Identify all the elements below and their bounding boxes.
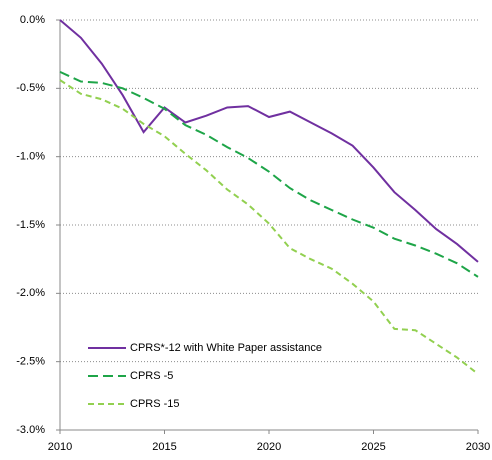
- y-tick-label: -0.5%: [16, 82, 45, 94]
- series-line: [59, 79, 479, 375]
- y-tick-label: 0.0%: [20, 14, 45, 26]
- legend-label: CPRS*-12 with White Paper assistance: [130, 342, 322, 354]
- series-line: [59, 19, 479, 263]
- y-tick-label: -1.0%: [16, 151, 45, 163]
- x-tick-label: 2010: [48, 441, 72, 453]
- x-tick-label: 2015: [152, 441, 176, 453]
- legend-label: CPRS -5: [130, 370, 173, 382]
- x-tick-label: 2020: [257, 441, 281, 453]
- x-tick-label: 2025: [361, 441, 385, 453]
- legend-label: CPRS -15: [130, 398, 180, 410]
- y-tick-label: -2.5%: [16, 356, 45, 368]
- y-tick-label: -1.5%: [16, 219, 45, 231]
- x-tick-label: 2030: [466, 441, 490, 453]
- y-tick-label: -2.0%: [16, 287, 45, 299]
- y-tick-label: -3.0%: [16, 424, 45, 436]
- series-line: [59, 70, 479, 278]
